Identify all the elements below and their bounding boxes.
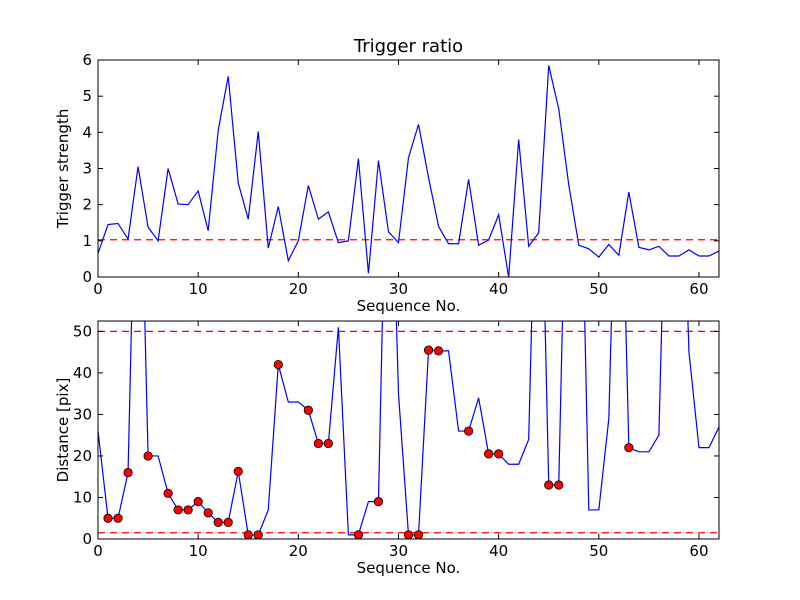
data-point	[313, 438, 323, 449]
plot-area	[98, 60, 719, 277]
data-point	[243, 530, 253, 539]
data-point	[103, 513, 113, 523]
x-tick-label: 0	[93, 542, 103, 560]
data-point	[163, 488, 173, 498]
data-point	[273, 359, 283, 370]
y-tick-label: 10	[73, 488, 92, 506]
x-tick-label: 40	[489, 280, 508, 298]
data-point	[624, 443, 634, 453]
data-point	[253, 530, 263, 539]
data-point	[303, 405, 313, 415]
data-point	[423, 345, 434, 355]
x-tick-label: 60	[689, 542, 708, 560]
data-point	[403, 530, 414, 539]
data-point	[203, 508, 213, 518]
y-axis-label: Distance [pix]	[54, 378, 72, 483]
y-tick-label: 0	[82, 268, 92, 286]
y-axis-label: Trigger strength	[54, 109, 72, 230]
x-tick-label: 50	[589, 542, 608, 560]
y-tick-label: 1	[82, 232, 92, 250]
y-tick-label: 2	[82, 196, 92, 214]
x-axis-label: Sequence No.	[357, 559, 461, 577]
data-point	[433, 346, 444, 356]
x-tick-label: 10	[189, 542, 208, 560]
y-tick-label: 4	[82, 123, 92, 141]
y-tick-label: 20	[73, 447, 92, 465]
series-line-0	[98, 65, 719, 277]
plot-content	[98, 321, 719, 539]
x-tick-label: 50	[589, 280, 608, 298]
plot-content	[98, 65, 719, 277]
x-tick-label: 10	[189, 280, 208, 298]
x-tick-label: 40	[489, 542, 508, 560]
y-tick-label: 6	[82, 51, 92, 69]
y-tick-label: 3	[82, 160, 92, 178]
y-tick-label: 0	[82, 530, 92, 548]
plot-area	[98, 321, 719, 539]
x-tick-label: 30	[389, 542, 408, 560]
axes-frame	[97, 320, 720, 540]
data-point	[223, 517, 233, 527]
data-point	[373, 497, 384, 507]
data-point	[413, 530, 424, 539]
y-tick-label: 5	[82, 87, 92, 105]
trigger-ratio-panel: 0 10 20 30 40 50 60 0 1 2 3 4 5 6 Sequence No. Trigger …	[54, 36, 720, 315]
data-point	[323, 438, 333, 449]
data-point	[123, 467, 133, 478]
data-point	[353, 530, 364, 539]
data-point	[463, 426, 474, 436]
data-point	[173, 505, 183, 515]
data-point	[143, 451, 153, 461]
data-point	[193, 497, 203, 507]
data-point	[494, 449, 504, 459]
y-tick-label: 40	[73, 364, 92, 382]
chart-title: Trigger ratio	[353, 36, 463, 57]
x-tick-label: 0	[93, 280, 103, 298]
x-tick-label: 20	[289, 542, 308, 560]
x-tick-label: 60	[689, 280, 708, 298]
distance-panel: 0 10 20 30 40 50 60 0 10 20 30 40 50 Sequence No. Dist…	[54, 320, 720, 577]
data-point	[554, 480, 564, 490]
data-point	[113, 513, 123, 523]
x-axis-label: Sequence No.	[357, 297, 461, 315]
y-tick-label: 30	[73, 405, 92, 423]
data-point	[233, 466, 243, 476]
data-point	[484, 449, 494, 459]
x-tick-label: 20	[289, 280, 308, 298]
data-point	[183, 505, 193, 515]
x-tick-label: 30	[389, 280, 408, 298]
data-point	[544, 480, 554, 490]
y-tick-label: 50	[73, 322, 92, 340]
data-point	[213, 517, 223, 527]
